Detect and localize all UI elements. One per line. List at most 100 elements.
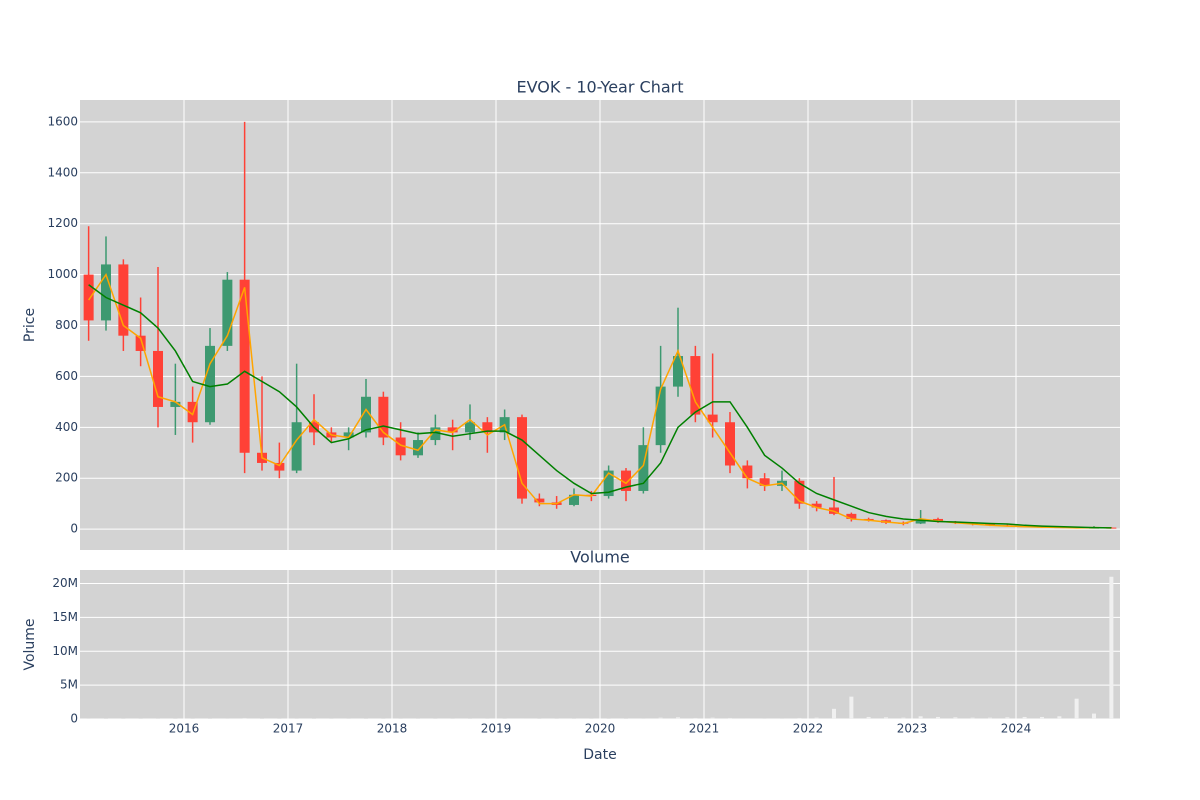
y-tick-label: 5M xyxy=(60,678,78,692)
y-tick-label: 15M xyxy=(52,610,78,624)
candle-body xyxy=(759,478,770,486)
volume-bar xyxy=(780,718,784,719)
volume-bar xyxy=(728,717,732,719)
x-tick-label: 2018 xyxy=(377,722,408,736)
y-tick-label: 200 xyxy=(55,471,78,485)
y-tick-label: 800 xyxy=(55,318,78,332)
candle-body xyxy=(187,401,198,423)
volume-bar xyxy=(676,717,680,719)
volume-bar xyxy=(884,717,888,719)
y-tick-label: 0 xyxy=(70,712,78,726)
candle-body xyxy=(239,279,250,453)
volume-bar xyxy=(936,716,940,719)
volume-bar xyxy=(1022,716,1027,719)
candle-body xyxy=(621,470,631,491)
candle-body xyxy=(517,417,527,499)
volume-bar xyxy=(832,708,836,719)
volume-bar xyxy=(208,718,212,719)
candle-body xyxy=(430,427,441,441)
volume-bar xyxy=(537,718,542,719)
x-tick-label: 2021 xyxy=(689,722,720,736)
candle-body xyxy=(343,432,354,438)
candle-body xyxy=(101,264,111,321)
x-tick-label: 2022 xyxy=(793,722,824,736)
volume-bar xyxy=(953,717,958,719)
volume-bar xyxy=(918,716,923,719)
candle-body xyxy=(222,279,233,346)
candle-body xyxy=(83,274,94,321)
y-tick-label: 1000 xyxy=(47,267,78,281)
volume-bar xyxy=(104,718,108,719)
candle-body xyxy=(447,427,458,433)
volume-bar xyxy=(364,718,368,719)
plot-marks xyxy=(86,576,1114,719)
candle-body xyxy=(707,414,718,423)
candle-body xyxy=(413,440,423,456)
x-tick-label: 2016 xyxy=(169,722,200,736)
candle-body xyxy=(361,396,371,433)
volume-bar xyxy=(849,696,854,719)
y-tick-label: 1400 xyxy=(47,165,78,179)
volume-bar xyxy=(658,717,663,719)
volume-bar xyxy=(294,718,299,719)
x-tick-label: 2023 xyxy=(897,722,928,736)
candle-body xyxy=(118,264,129,336)
candle-body xyxy=(742,465,753,479)
candle-body xyxy=(725,422,735,466)
volume-bar xyxy=(260,718,264,719)
volume-bar xyxy=(1109,576,1114,719)
y-tick-label: 20M xyxy=(52,576,78,590)
candle-body xyxy=(395,437,406,456)
volume-bar xyxy=(970,717,975,719)
volume-bar xyxy=(762,718,767,719)
volume-bar xyxy=(520,718,524,719)
volume-bar xyxy=(1092,713,1096,719)
volume-bar xyxy=(710,717,715,719)
candle-body xyxy=(465,422,475,433)
y-axis-title: Volume xyxy=(22,618,38,670)
candle-body xyxy=(569,494,579,505)
x-tick-label: 2019 xyxy=(481,722,512,736)
y-axis-title: Price xyxy=(22,308,38,342)
candle-body xyxy=(655,386,666,446)
volume-bar xyxy=(156,718,160,719)
candle-body xyxy=(638,445,649,491)
candle-body xyxy=(274,462,285,471)
x-tick-label: 2020 xyxy=(585,722,616,736)
y-tick-label: 1600 xyxy=(47,114,78,128)
volume-bar xyxy=(988,717,992,719)
y-tick-label: 400 xyxy=(55,420,78,434)
volume-bar xyxy=(225,718,230,719)
candle-body xyxy=(915,518,926,524)
x-tick-label: 2017 xyxy=(273,722,304,736)
volume-bar xyxy=(797,717,802,719)
candle-body xyxy=(153,350,163,407)
volume-bar xyxy=(814,717,819,719)
volume-bar xyxy=(1074,698,1079,719)
volume-bar xyxy=(1040,716,1044,719)
volume-bar xyxy=(1057,716,1062,719)
volume-bar xyxy=(606,718,611,719)
y-tick-label: 600 xyxy=(55,369,78,383)
volume-bar xyxy=(745,718,750,719)
candle-body xyxy=(933,518,943,522)
chart-title: EVOK - 10-Year Chart xyxy=(517,78,684,97)
y-tick-label: 10M xyxy=(52,644,78,658)
candle-body xyxy=(673,356,683,387)
volume-bar xyxy=(866,716,871,719)
x-axis-title: Date xyxy=(583,747,616,763)
moving-average-line xyxy=(88,284,1112,529)
chart-title: Volume xyxy=(570,548,630,567)
candle-body xyxy=(291,422,302,471)
candle-body xyxy=(205,345,215,423)
x-tick-label: 2024 xyxy=(1001,722,1032,736)
volume-bar xyxy=(1005,717,1010,719)
candle-body xyxy=(811,503,822,508)
volume-bar xyxy=(901,717,906,719)
volume-bar xyxy=(242,717,247,719)
volume-bar xyxy=(641,718,646,719)
y-tick-label: 0 xyxy=(70,522,78,536)
candle-body xyxy=(794,480,805,504)
candle-body xyxy=(378,396,389,438)
